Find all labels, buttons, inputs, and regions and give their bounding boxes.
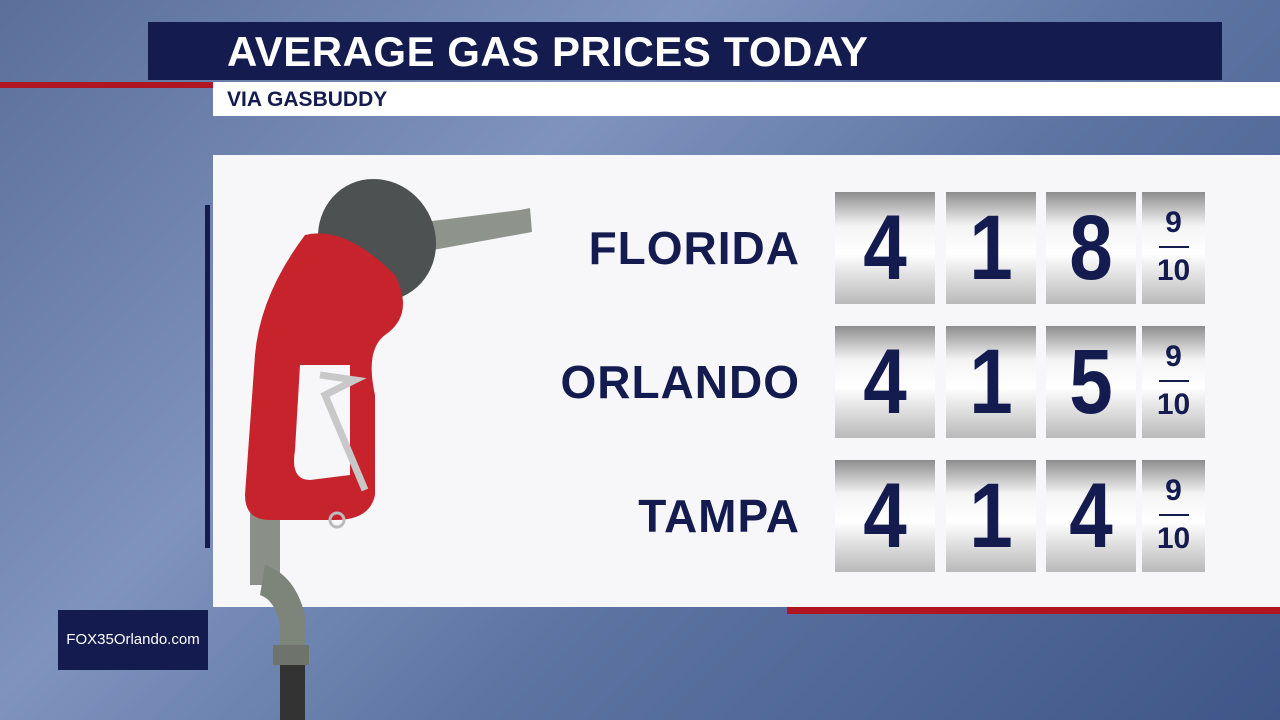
digit: 5 bbox=[1069, 331, 1113, 433]
subtitle-bar bbox=[213, 82, 1280, 116]
accent-line bbox=[787, 607, 1280, 614]
location-label: TAMPA bbox=[638, 490, 800, 542]
digit-tile: 8 bbox=[1046, 192, 1136, 304]
fraction-bar bbox=[1158, 514, 1189, 516]
digit: 1 bbox=[969, 331, 1013, 433]
numerator: 9 bbox=[1165, 206, 1182, 239]
digit-tile: 1 bbox=[946, 326, 1036, 438]
fraction-tile: 9 10 bbox=[1142, 192, 1205, 304]
digit-tile: 4 bbox=[1046, 460, 1136, 572]
digit-tile: 1 bbox=[946, 460, 1036, 572]
numerator: 9 bbox=[1165, 474, 1182, 507]
digit-tile: 4 bbox=[835, 192, 935, 304]
numerator: 9 bbox=[1165, 340, 1182, 373]
digit: 4 bbox=[863, 331, 907, 433]
title: AVERAGE GAS PRICES TODAY bbox=[227, 28, 869, 75]
digit: 8 bbox=[1069, 197, 1113, 299]
digit: 1 bbox=[969, 197, 1013, 299]
fraction-bar bbox=[1158, 380, 1189, 382]
digit: 1 bbox=[969, 465, 1013, 567]
denominator: 10 bbox=[1156, 254, 1191, 287]
accent-line bbox=[205, 205, 210, 548]
accent-line bbox=[0, 82, 215, 88]
location-label: FLORIDA bbox=[588, 222, 800, 274]
subtitle: VIA GASBUDDY bbox=[227, 88, 388, 111]
watermark: FOX35Orlando.com bbox=[58, 610, 208, 670]
fraction-bar bbox=[1158, 246, 1189, 248]
digit-tile: 5 bbox=[1046, 326, 1136, 438]
title-bar bbox=[148, 22, 1222, 80]
denominator: 10 bbox=[1156, 388, 1191, 421]
digit-tile: 4 bbox=[835, 326, 935, 438]
digit-tile: 1 bbox=[946, 192, 1036, 304]
digit-tile: 4 bbox=[835, 460, 935, 572]
digit: 4 bbox=[863, 197, 907, 299]
digit: 4 bbox=[863, 465, 907, 567]
gas-nozzle bbox=[245, 178, 532, 720]
digit: 4 bbox=[1069, 465, 1113, 567]
denominator: 10 bbox=[1156, 522, 1191, 555]
fraction-tile: 9 10 bbox=[1142, 326, 1205, 438]
fraction-tile: 9 10 bbox=[1142, 460, 1205, 572]
location-label: ORLANDO bbox=[560, 356, 800, 408]
